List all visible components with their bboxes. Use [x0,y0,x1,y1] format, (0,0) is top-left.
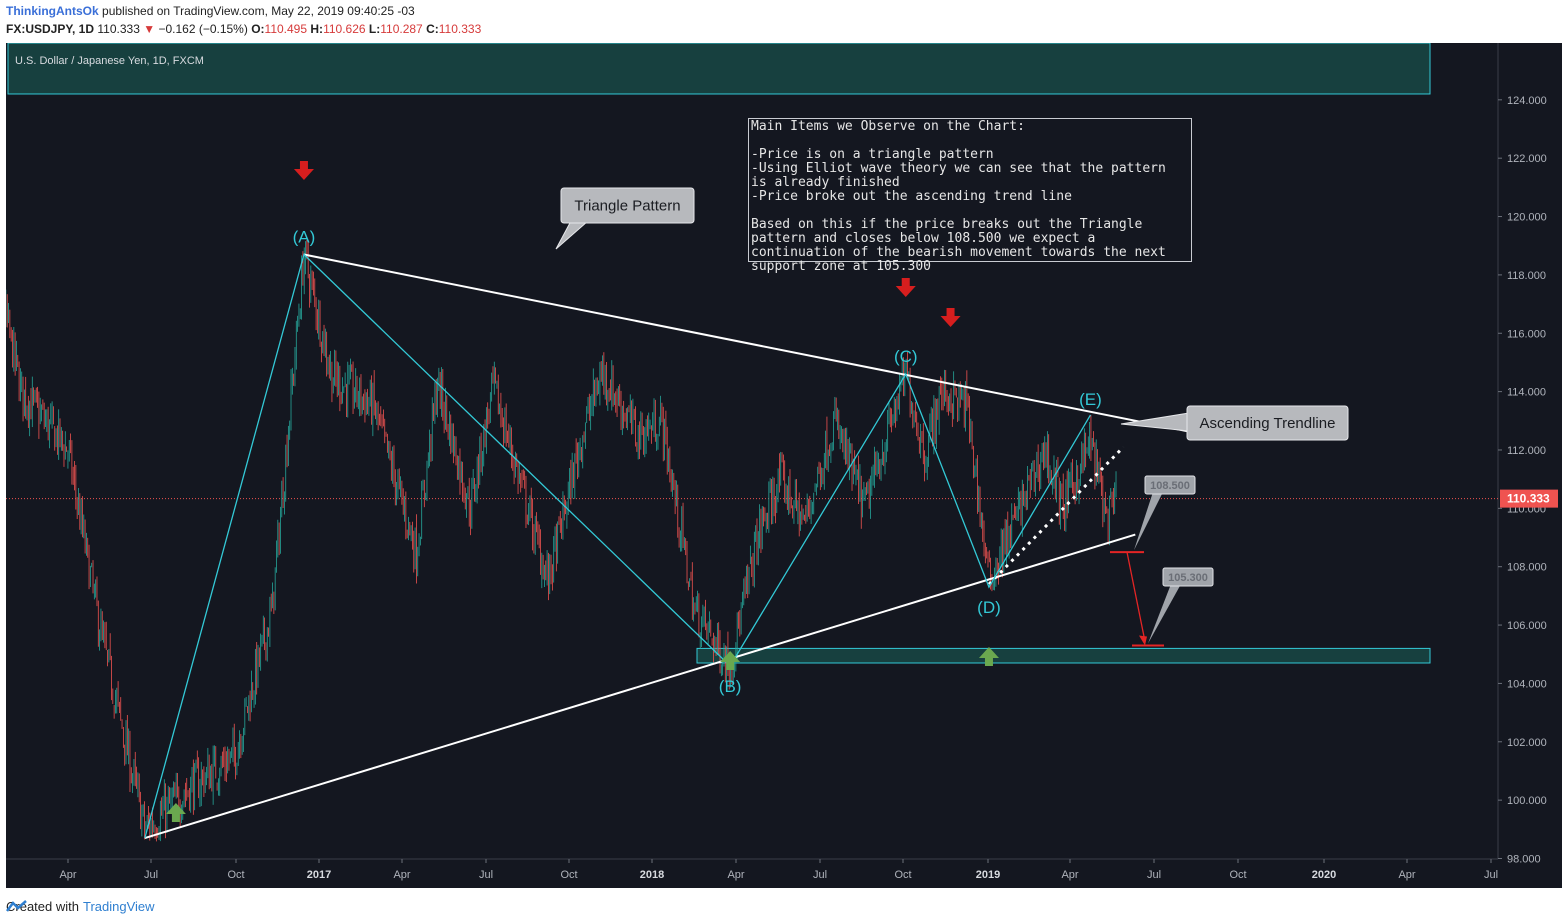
x-tick-label: Jul [144,869,158,881]
wave-label: (B) [719,677,742,696]
y-tick-label: 112.000 [1507,445,1546,457]
instrument-label: U.S. Dollar / Japanese Yen, 1D, FXCM [15,55,204,67]
sell-arrow-icon [940,308,961,327]
x-tick-label: 2017 [307,869,331,881]
callout-pointer [1148,584,1181,644]
wave-label: (E) [1079,390,1102,409]
high-value: 110.626 [323,22,366,36]
x-tick-label: Apr [59,869,76,881]
y-tick-label: 98.000 [1507,854,1541,866]
label-105300: 105.300 [1148,567,1214,644]
target-arrow-icon [1139,635,1147,646]
wave-label: (C) [894,347,918,366]
x-tick-label: Apr [393,869,410,881]
x-tick-label: Oct [227,869,244,881]
x-tick-label: Jul [479,869,493,881]
y-tick-label: 116.000 [1507,328,1546,340]
change-arrow-icon: ▼ [143,22,156,36]
elliott-wave-path [144,253,1092,839]
x-tick-label: Jul [1484,869,1498,881]
open-value: 110.495 [264,22,308,36]
tradingview-link[interactable]: TradingView [82,899,155,914]
y-tick-label: 120.000 [1507,212,1547,224]
buy-arrow-icon [978,647,999,666]
callout-text: Triangle Pattern [574,198,680,215]
y-tick-label: 104.000 [1507,678,1547,690]
x-tick-label: 2019 [976,869,1000,881]
ohlc-line: FX:USDJPY, 1D 110.333 ▼ −0.162 (−0.15%) … [6,22,481,36]
publish-line: ThinkingAntsOk published on TradingView.… [6,4,415,18]
callout-pointer [1120,412,1190,432]
x-tick-label: Jul [1147,869,1161,881]
last-price-tag [1500,489,1558,508]
y-tick-label: 106.000 [1507,620,1547,632]
x-tick-label: Apr [727,869,744,881]
last-price-tag-text: 110.333 [1507,492,1550,506]
label-108500: 108.500 [1134,475,1196,551]
lower-triangle-line [144,533,1136,840]
high-label: H: [310,22,324,36]
y-tick-label: 114.000 [1507,387,1546,399]
close-label: C: [426,22,439,36]
callout-text: 105.300 [1168,572,1208,584]
callout-pointer [1134,492,1163,551]
tradingview-logo-icon [6,900,27,912]
x-tick-label: 2018 [640,869,664,881]
y-tick-label: 110.000 [1507,503,1546,515]
x-tick-label: Oct [1229,869,1246,881]
last-price: 110.333 [97,22,140,36]
y-tick-label: 118.000 [1507,270,1546,282]
x-tick-label: Jul [813,869,827,881]
x-tick-label: Oct [894,869,911,881]
support-zone [696,647,1431,664]
callout-box [1186,405,1349,441]
sell-arrow-icon [293,161,314,180]
x-tick-label: Apr [1398,869,1415,881]
y-tick-label: 124.000 [1507,95,1547,107]
close-value: 110.333 [438,22,482,36]
publish-info: published on TradingView.com, May 22, 20… [102,4,415,18]
wave-label: (A) [293,227,316,246]
low-label: L: [368,22,381,36]
y-tick-label: 100.000 [1507,795,1547,807]
chart-canvas[interactable]: (A) (B) (C) (D) (E) 108.500 105.300 Triangle Pa… [6,43,1562,888]
buy-arrow-icon [165,803,186,822]
x-tick-label: 2020 [1312,869,1336,881]
callout-text: 108.500 [1150,480,1190,492]
low-value: 110.287 [380,22,423,36]
symbol-label: FX:USDJPY, 1D [6,22,95,36]
callout-box [1144,475,1196,495]
callout-box [1162,567,1214,587]
author-link[interactable]: ThinkingAntsOk [6,4,99,18]
footer: Created with TradingView [6,899,155,914]
callout-pointer [555,220,590,250]
wave-label: (D) [977,598,1001,617]
x-tick-label: Oct [560,869,577,881]
buy-arrow-icon [720,651,741,670]
callout-box [560,187,695,224]
y-tick-label: 102.000 [1507,737,1547,749]
analysis-text-box[interactable]: Main Items we Observe on the Chart: -Pri… [748,118,1192,274]
sell-arrow-icon [895,278,916,297]
target-projection-line [1126,551,1146,642]
ascending-trendline-dotted [987,446,1125,586]
y-tick-label: 122.000 [1507,153,1547,165]
triangle-pattern-callout: Triangle Pattern [555,187,695,250]
resistance-zone-top [7,43,1431,95]
upper-triangle-line [303,253,1195,434]
candles [6,239,1117,842]
callout-text: Ascending Trendline [1200,415,1336,432]
ascending-trendline-callout: Ascending Trendline [1120,405,1349,441]
open-label: O: [251,22,265,36]
y-tick-label: 108.000 [1507,562,1547,574]
chart-area[interactable]: (A) (B) (C) (D) (E) 108.500 105.300 Triangle Pa… [6,43,1562,888]
x-tick-label: Apr [1061,869,1078,881]
change-value: −0.162 (−0.15%) [158,22,248,36]
